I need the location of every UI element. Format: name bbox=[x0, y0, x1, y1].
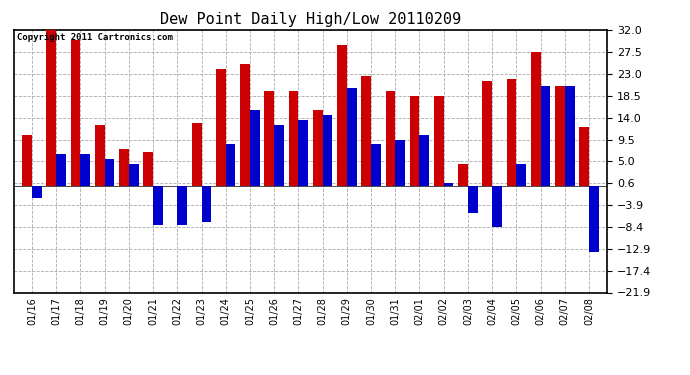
Bar bbox=[177, 186, 187, 225]
Bar bbox=[468, 186, 477, 213]
Bar bbox=[492, 186, 502, 227]
Bar bbox=[540, 86, 551, 186]
Bar bbox=[46, 30, 56, 186]
Bar bbox=[506, 79, 516, 186]
Bar bbox=[119, 149, 129, 186]
Bar bbox=[313, 110, 323, 186]
Bar bbox=[555, 86, 565, 186]
Bar bbox=[22, 135, 32, 186]
Bar bbox=[580, 128, 589, 186]
Bar bbox=[250, 110, 259, 186]
Bar bbox=[144, 152, 153, 186]
Title: Dew Point Daily High/Low 20110209: Dew Point Daily High/Low 20110209 bbox=[160, 12, 461, 27]
Bar bbox=[298, 120, 308, 186]
Bar bbox=[226, 144, 235, 186]
Bar bbox=[105, 159, 115, 186]
Bar bbox=[192, 123, 201, 186]
Bar bbox=[201, 186, 211, 222]
Bar bbox=[410, 96, 420, 186]
Bar bbox=[395, 140, 405, 186]
Bar bbox=[264, 91, 274, 186]
Bar bbox=[288, 91, 298, 186]
Bar bbox=[362, 76, 371, 186]
Bar bbox=[371, 144, 381, 186]
Bar bbox=[129, 164, 139, 186]
Bar bbox=[323, 115, 333, 186]
Bar bbox=[70, 40, 81, 186]
Bar bbox=[531, 52, 540, 186]
Bar bbox=[337, 45, 347, 186]
Bar bbox=[81, 154, 90, 186]
Bar bbox=[56, 154, 66, 186]
Bar bbox=[516, 164, 526, 186]
Bar bbox=[240, 64, 250, 186]
Bar bbox=[444, 183, 453, 186]
Bar bbox=[420, 135, 429, 186]
Bar bbox=[482, 81, 492, 186]
Bar bbox=[386, 91, 395, 186]
Text: Copyright 2011 Cartronics.com: Copyright 2011 Cartronics.com bbox=[17, 33, 172, 42]
Bar bbox=[347, 88, 357, 186]
Bar bbox=[434, 96, 444, 186]
Bar bbox=[32, 186, 41, 198]
Bar bbox=[589, 186, 599, 252]
Bar bbox=[565, 86, 575, 186]
Bar bbox=[216, 69, 226, 186]
Bar bbox=[95, 125, 105, 186]
Bar bbox=[458, 164, 468, 186]
Bar bbox=[153, 186, 163, 225]
Bar bbox=[274, 125, 284, 186]
